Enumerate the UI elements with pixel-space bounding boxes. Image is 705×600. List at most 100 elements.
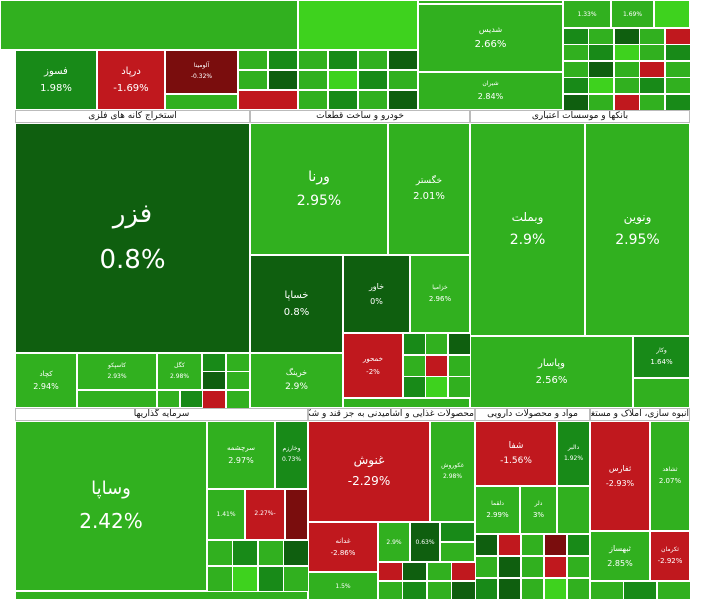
minor-stock-tile[interactable] <box>475 556 498 578</box>
stock-tile[interactable]: ثکرمان -2.92% <box>650 531 690 581</box>
minor-stock-tile[interactable] <box>657 581 691 600</box>
minor-stock-tile[interactable] <box>588 28 614 45</box>
stock-tile[interactable]: کچاد 2.94% <box>15 353 77 408</box>
minor-stock-tile[interactable] <box>567 534 590 556</box>
minor-stock-tile[interactable] <box>328 70 358 90</box>
small-tile[interactable]: 1.41% <box>207 489 245 540</box>
minor-stock-tile[interactable] <box>544 578 567 600</box>
minor-stock-tile[interactable] <box>238 50 268 70</box>
minor-stock-tile[interactable] <box>283 566 309 592</box>
stock-tile[interactable]: شدیس 2.66% <box>418 4 563 72</box>
stock-tile[interactable]: -2.27% <box>245 489 285 540</box>
stock-tile[interactable]: وبملت 2.9% <box>470 123 585 336</box>
minor-stock-tile[interactable] <box>448 355 471 377</box>
minor-stock-tile[interactable] <box>232 540 258 566</box>
small-tile[interactable]: 1.69% <box>611 0 654 28</box>
stock-tile[interactable]: دلر 3% <box>520 486 557 534</box>
minor-stock-tile[interactable] <box>388 50 418 70</box>
minor-stock-tile[interactable] <box>418 0 563 4</box>
stock-tile[interactable]: ثبهساز 2.85% <box>590 531 650 581</box>
stock-tile[interactable]: خرینگ 2.9% <box>250 353 343 408</box>
stock-tile[interactable]: خزامیا 2.96% <box>410 255 470 333</box>
stock-tile[interactable]: سرچشمه 2.97% <box>207 421 275 489</box>
minor-stock-tile[interactable] <box>378 581 403 600</box>
minor-stock-tile[interactable] <box>521 578 544 600</box>
minor-stock-tile[interactable] <box>563 77 589 94</box>
minor-stock-tile[interactable] <box>614 44 640 61</box>
minor-stock-tile[interactable] <box>403 355 426 377</box>
stock-tile[interactable]: غنوش -2.29% <box>308 421 430 522</box>
minor-stock-tile[interactable] <box>639 94 665 111</box>
stock-tile[interactable]: شفا -1.56% <box>475 421 557 486</box>
minor-stock-tile[interactable] <box>403 333 426 355</box>
minor-stock-tile[interactable] <box>157 390 180 408</box>
minor-stock-tile[interactable] <box>180 390 203 408</box>
minor-stock-tile[interactable] <box>448 333 471 355</box>
minor-stock-tile[interactable] <box>588 44 614 61</box>
minor-stock-tile[interactable] <box>202 353 226 372</box>
minor-stock-tile[interactable] <box>226 371 250 390</box>
minor-stock-tile[interactable] <box>207 540 233 566</box>
minor-stock-tile[interactable] <box>623 581 657 600</box>
small-tile[interactable]: 1.33% <box>563 0 611 28</box>
minor-stock-tile[interactable] <box>388 70 418 90</box>
minor-stock-tile[interactable] <box>614 77 640 94</box>
minor-stock-tile[interactable] <box>448 376 471 398</box>
minor-stock-tile[interactable] <box>298 90 328 110</box>
minor-stock-tile[interactable] <box>427 581 452 600</box>
minor-stock-tile[interactable] <box>298 70 328 90</box>
small-tile[interactable]: 2.9% <box>378 522 410 562</box>
stock-tile[interactable]: شیران 2.84% <box>418 72 563 110</box>
minor-stock-tile[interactable] <box>451 562 476 581</box>
minor-stock-tile[interactable] <box>268 70 298 90</box>
stock-tile[interactable]: وخارزم 0.73% <box>275 421 308 489</box>
minor-stock-tile[interactable] <box>226 353 250 372</box>
minor-stock-tile[interactable] <box>268 50 298 70</box>
minor-stock-tile[interactable] <box>425 333 448 355</box>
minor-stock-tile[interactable] <box>283 540 309 566</box>
stock-tile[interactable]: ونوین 2.95% <box>585 123 690 336</box>
minor-stock-tile[interactable] <box>633 378 690 408</box>
stock-tile[interactable]: خگستر 2.01% <box>388 123 470 255</box>
stock-tile[interactable]: وکار 1.64% <box>633 336 690 378</box>
minor-stock-tile[interactable] <box>0 0 298 50</box>
minor-stock-tile[interactable] <box>451 581 476 600</box>
stock-tile[interactable]: کگل 2.98% <box>157 353 202 390</box>
minor-stock-tile[interactable] <box>298 50 328 70</box>
minor-stock-tile[interactable] <box>226 390 250 409</box>
minor-stock-tile[interactable] <box>665 61 691 78</box>
minor-stock-tile[interactable] <box>614 28 640 45</box>
stock-tile[interactable]: غدانه -2.86% <box>308 522 378 572</box>
minor-stock-tile[interactable] <box>402 581 427 600</box>
minor-stock-tile[interactable] <box>498 534 521 556</box>
stock-tile[interactable]: کاسپکو 2.93% <box>77 353 157 390</box>
minor-stock-tile[interactable] <box>563 61 589 78</box>
minor-stock-tile[interactable] <box>557 486 590 534</box>
minor-stock-tile[interactable] <box>378 562 403 581</box>
minor-stock-tile[interactable] <box>521 534 544 556</box>
minor-stock-tile[interactable] <box>614 61 640 78</box>
minor-stock-tile[interactable] <box>639 61 665 78</box>
minor-stock-tile[interactable] <box>298 0 418 50</box>
minor-stock-tile[interactable] <box>563 44 589 61</box>
minor-stock-tile[interactable] <box>358 90 388 110</box>
minor-stock-tile[interactable] <box>238 90 298 110</box>
stock-tile[interactable]: ثفارس -2.93% <box>590 421 650 531</box>
minor-stock-tile[interactable] <box>165 94 238 110</box>
minor-stock-tile[interactable] <box>475 534 498 556</box>
stock-tile[interactable]: وساپا 2.42% <box>15 421 207 591</box>
small-tile[interactable]: 0.63% <box>410 522 440 562</box>
stock-tile[interactable]: فسوز 1.98% <box>15 50 97 110</box>
minor-stock-tile[interactable] <box>563 28 589 45</box>
stock-tile[interactable]: خساپا 0.8% <box>250 255 343 353</box>
minor-stock-tile[interactable] <box>639 77 665 94</box>
minor-stock-tile[interactable] <box>588 61 614 78</box>
minor-stock-tile[interactable] <box>665 94 691 111</box>
minor-stock-tile[interactable] <box>521 556 544 578</box>
minor-stock-tile[interactable] <box>77 390 157 408</box>
minor-stock-tile[interactable] <box>614 94 640 111</box>
minor-stock-tile[interactable] <box>588 94 614 111</box>
minor-stock-tile[interactable] <box>654 0 690 28</box>
minor-stock-tile[interactable] <box>258 540 284 566</box>
minor-stock-tile[interactable] <box>665 44 691 61</box>
